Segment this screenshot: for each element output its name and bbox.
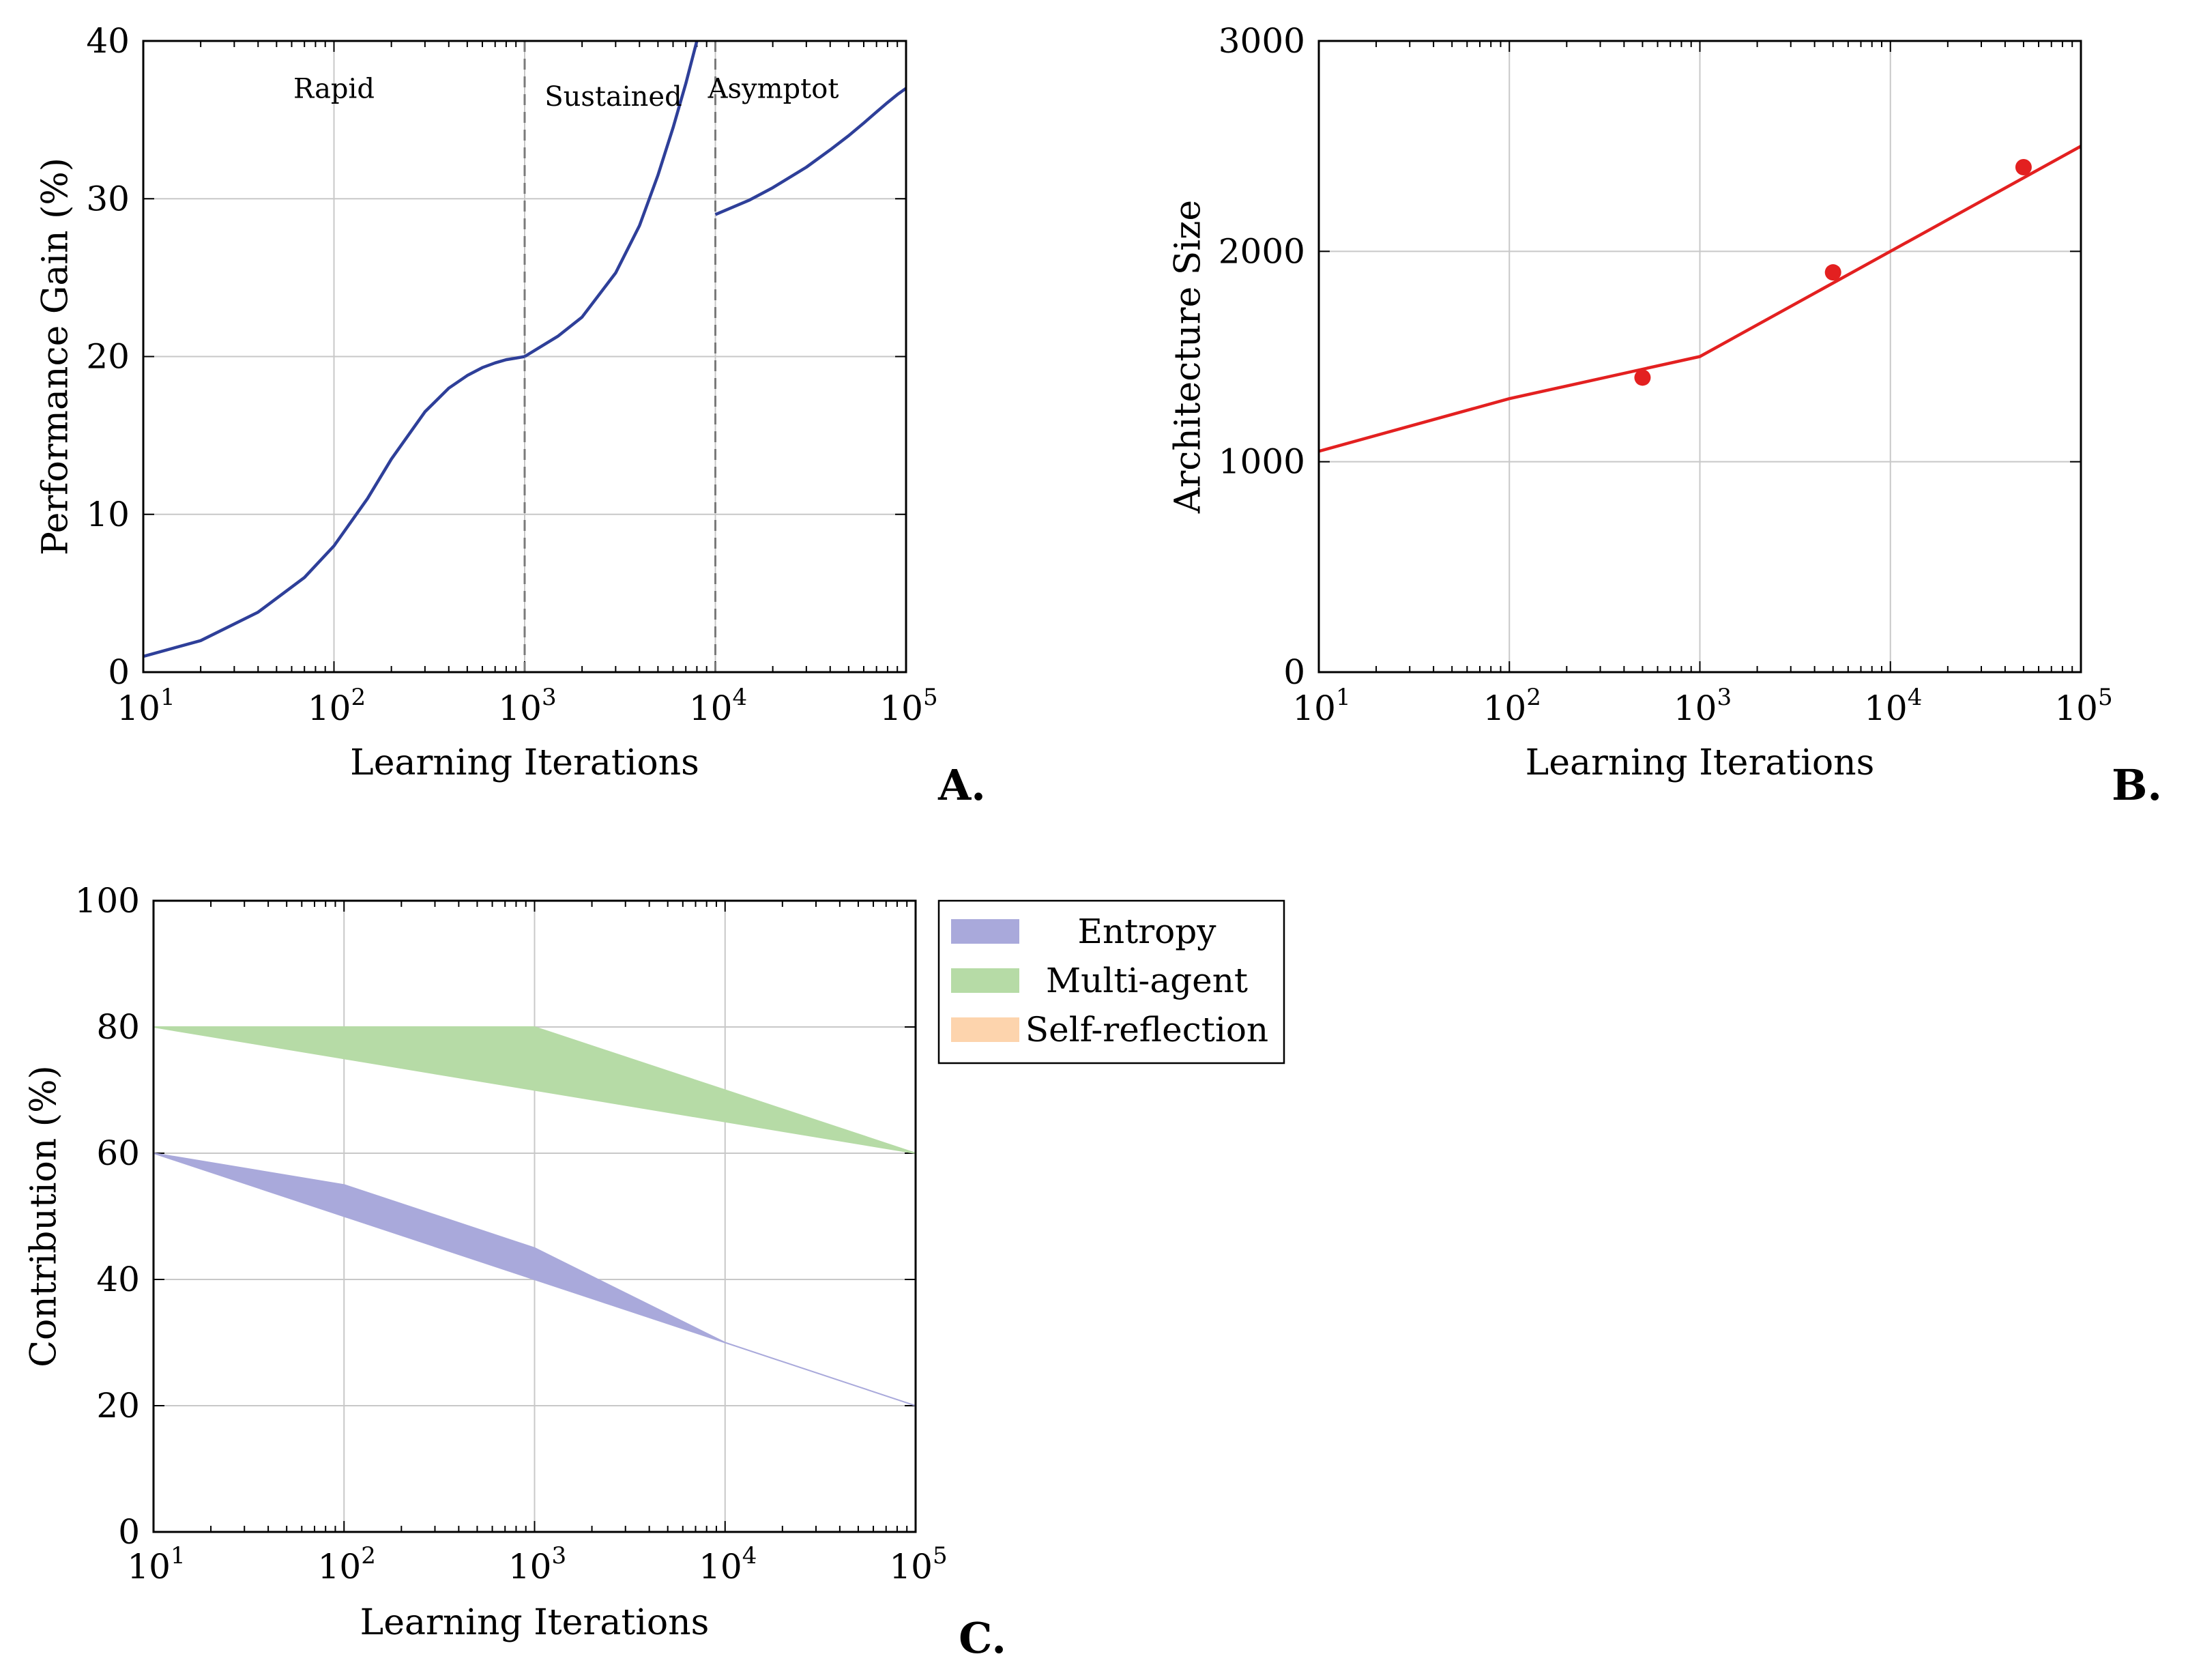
x-axis-title: Learning Iterations [1526,742,1875,783]
y-tick-label: 80 [96,1007,140,1047]
x-tick-label: 103 [498,684,556,728]
x-tick-label: 104 [689,684,747,728]
y-tick-label: 1000 [1219,442,1305,482]
y-tick-label: 3000 [1219,21,1305,61]
x-tick-label: 102 [318,1542,376,1587]
phase-annotation: Asymptot [708,73,839,104]
legend-swatch [951,968,1019,993]
fit-line [1319,145,2081,453]
phase-annotation: Sustained [544,81,682,113]
y-tick-label: 0 [108,652,130,692]
y-tick-label: 20 [96,1386,140,1425]
legend-entry: Entropy [1077,912,1216,951]
y-tick-label: 2000 [1219,231,1305,271]
y-axis-title: Contribution (%) [24,1065,65,1367]
plot-frame [1317,40,2082,674]
y-tick-label: 40 [96,1260,140,1299]
series-line-segment [143,355,525,658]
x-tick-label: 101 [1292,684,1350,728]
x-tick-label: 103 [508,1542,566,1587]
chart-panel-1: Rapid Sustained Asymptot 0 10 20 30 40 101 102 103… [35,21,986,810]
y-tick-label: 20 [86,337,130,377]
y-tick-label: 100 [75,881,140,921]
plot-frame [152,899,917,1533]
data-point [1824,264,1841,281]
legend-entry: Multi-agent [1046,961,1248,1000]
x-tick-label: 103 [1674,684,1732,728]
y-tick-label: 10 [86,495,130,534]
grid [153,900,916,1533]
x-axis-title: Learning Iterations [350,742,699,783]
y-tick-label: 0 [118,1512,140,1552]
data-point [1634,369,1651,386]
x-tick-label: 102 [1483,684,1541,728]
y-tick-label: 30 [86,179,130,218]
area-band-entropy [154,1153,916,1406]
phase-annotation: Rapid [293,73,375,104]
y-tick-label: 0 [1283,652,1305,692]
y-tick-label: 40 [86,21,130,61]
plot-data [154,1026,916,1406]
panel-label: C. [959,1613,1006,1663]
plot-frame [142,40,907,674]
y-axis-title: Performance Gain (%) [35,158,76,555]
chart-panel-3: 0 20 40 60 80 100 101 102 103 104 105 Learning Iter… [24,881,1285,1663]
panel-label: A. [937,760,986,810]
x-tick-label: 102 [308,684,366,728]
data-point [2015,159,2032,175]
legend-swatch [951,1017,1019,1042]
legend: Entropy Multi-agent Self-reflection [937,899,1285,1065]
x-axis-title: Learning Iterations [360,1602,710,1643]
series-line-segment [523,41,699,358]
legend-swatch [951,919,1019,944]
y-tick-label: 60 [96,1133,140,1173]
plot-data [1319,145,2081,453]
x-tick-label: 104 [699,1542,757,1587]
chart-panel-2: 0 1000 2000 3000 101 102 103 104 105 Learning Ite… [1168,21,2163,810]
x-tick-label: 105 [2054,684,2112,728]
plot-data [143,41,906,658]
x-tick-label: 105 [889,1542,947,1587]
x-tick-label: 104 [1864,684,1922,728]
x-tick-label: 101 [117,684,175,728]
legend-entry: Self-reflection [1025,1010,1268,1049]
series-line-segment [714,87,906,216]
y-axis-title: Architecture Size [1168,200,1209,514]
area-band-multi-agent [154,1026,916,1154]
panel-label: B. [2112,760,2162,810]
x-tick-label: 105 [879,684,937,728]
x-tick-label: 101 [127,1542,185,1587]
